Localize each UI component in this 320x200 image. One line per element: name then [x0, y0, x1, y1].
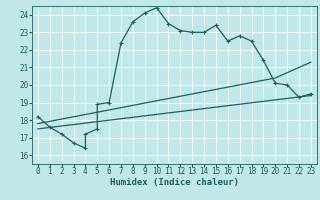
X-axis label: Humidex (Indice chaleur): Humidex (Indice chaleur)	[110, 178, 239, 187]
